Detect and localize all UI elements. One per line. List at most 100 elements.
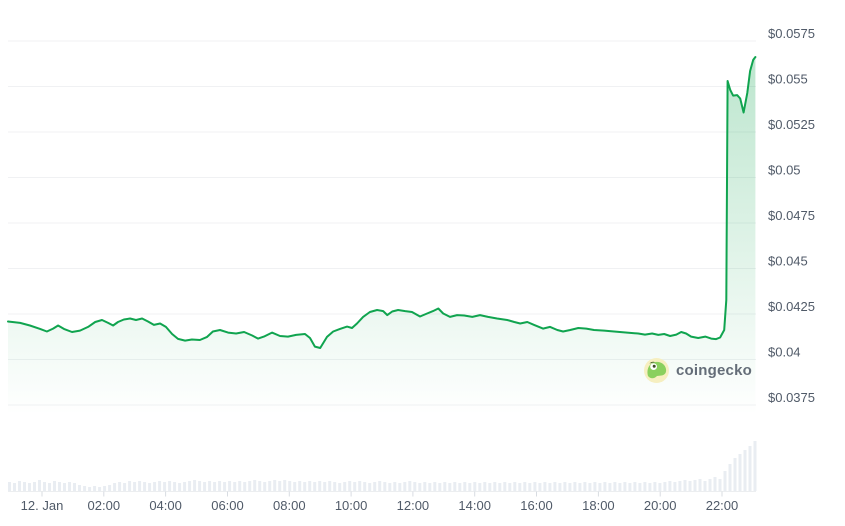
volume-bar bbox=[573, 482, 577, 491]
volume-bar bbox=[608, 483, 612, 491]
volume-bar bbox=[33, 482, 36, 491]
volume-bar bbox=[218, 481, 222, 491]
volume-bar bbox=[78, 485, 81, 491]
volume-bar bbox=[728, 464, 732, 491]
y-axis-label: $0.05 bbox=[768, 163, 801, 178]
volume-bar bbox=[243, 482, 247, 491]
y-axis-label: $0.0475 bbox=[768, 208, 815, 223]
x-axis-label: 04:00 bbox=[149, 498, 182, 513]
volume-bar bbox=[213, 482, 217, 491]
volume-bar bbox=[458, 483, 462, 491]
volume-bar bbox=[83, 486, 87, 491]
volume-bar bbox=[513, 482, 517, 491]
volume-bar bbox=[543, 482, 547, 491]
volume-bar bbox=[138, 481, 142, 491]
volume-bar bbox=[598, 483, 602, 491]
volume-bar bbox=[508, 483, 512, 491]
volume-bar bbox=[173, 482, 177, 491]
volume-bar bbox=[288, 481, 292, 491]
volume-bar bbox=[363, 482, 367, 491]
y-axis-label: $0.0575 bbox=[768, 26, 815, 41]
volume-bar bbox=[198, 481, 202, 491]
volume-bar bbox=[58, 482, 61, 491]
volume-bar bbox=[558, 483, 562, 491]
volume-bar bbox=[438, 483, 442, 491]
volume-bar bbox=[483, 482, 487, 491]
volume-bar bbox=[423, 482, 427, 491]
volume-bar bbox=[733, 458, 737, 491]
volume-bar bbox=[748, 446, 752, 491]
volume-bar bbox=[493, 482, 497, 491]
volume-bar bbox=[8, 482, 11, 491]
volume-bar bbox=[623, 482, 627, 491]
volume-bar bbox=[433, 482, 437, 491]
price-line bbox=[7, 56, 757, 349]
volume-bar bbox=[523, 482, 527, 491]
x-axis-label: 10:00 bbox=[335, 498, 368, 513]
volume-bar bbox=[133, 482, 137, 491]
volume-bar bbox=[103, 486, 107, 491]
volume-bar bbox=[48, 483, 51, 491]
volume-bar bbox=[408, 481, 412, 491]
volume-bar bbox=[718, 479, 722, 491]
volume-bar bbox=[293, 482, 297, 491]
volume-bar bbox=[448, 483, 452, 491]
x-axis-label: 14:00 bbox=[458, 498, 491, 513]
volume-bar bbox=[373, 482, 377, 491]
volume-bar bbox=[248, 481, 252, 491]
volume-bar bbox=[383, 482, 387, 491]
y-axis-label: $0.045 bbox=[768, 254, 808, 269]
volume-bar bbox=[283, 480, 287, 491]
volume-bar bbox=[63, 483, 66, 491]
volume-bar bbox=[13, 483, 16, 491]
volume-bar bbox=[738, 454, 742, 491]
volume-bar bbox=[498, 483, 502, 491]
volume-bar bbox=[148, 483, 152, 491]
coingecko-wordmark: coingecko bbox=[676, 362, 752, 379]
volume-bar bbox=[533, 482, 537, 491]
volume-bar bbox=[413, 482, 417, 491]
x-axis-label: 18:00 bbox=[582, 498, 615, 513]
volume-bar bbox=[298, 481, 302, 491]
volume-bar bbox=[678, 481, 682, 491]
volume-bar bbox=[393, 482, 397, 491]
volume-bar bbox=[303, 482, 307, 491]
volume-bar bbox=[578, 483, 582, 491]
volume-bar bbox=[273, 480, 277, 491]
volume-bar bbox=[698, 479, 702, 491]
volume-bar bbox=[343, 482, 347, 491]
volume-bar bbox=[398, 483, 402, 491]
volume-bar bbox=[158, 481, 162, 491]
y-axis-label: $0.0525 bbox=[768, 117, 815, 132]
volume-bar bbox=[163, 482, 167, 491]
volume-bar bbox=[208, 481, 212, 491]
volume-bar bbox=[18, 481, 21, 491]
volume-bar bbox=[253, 480, 257, 491]
volume-bar bbox=[583, 482, 587, 491]
volume-bar bbox=[478, 483, 482, 491]
volume-bar bbox=[553, 482, 557, 491]
volume-bar bbox=[113, 483, 117, 491]
volume-bar bbox=[648, 483, 652, 491]
volume-bar bbox=[268, 481, 272, 491]
volume-bar bbox=[308, 481, 312, 491]
volume-bar bbox=[328, 481, 332, 491]
volume-bar bbox=[203, 482, 207, 491]
x-axis-label: 20:00 bbox=[644, 498, 677, 513]
volume-bar bbox=[603, 482, 607, 491]
volume-bar bbox=[708, 479, 712, 491]
volume-bar bbox=[178, 483, 182, 491]
volume-bar bbox=[348, 481, 352, 491]
volume-bar bbox=[258, 481, 262, 491]
y-axis-label: $0.04 bbox=[768, 345, 801, 360]
x-axis-label: 16:00 bbox=[520, 498, 553, 513]
volume-bar bbox=[128, 481, 132, 491]
y-axis-label: $0.0375 bbox=[768, 390, 815, 405]
volume-bar bbox=[743, 450, 747, 491]
volume-bar bbox=[228, 481, 232, 491]
price-area bbox=[8, 57, 756, 415]
volume-bar bbox=[518, 483, 522, 491]
volume-bar bbox=[693, 480, 697, 491]
